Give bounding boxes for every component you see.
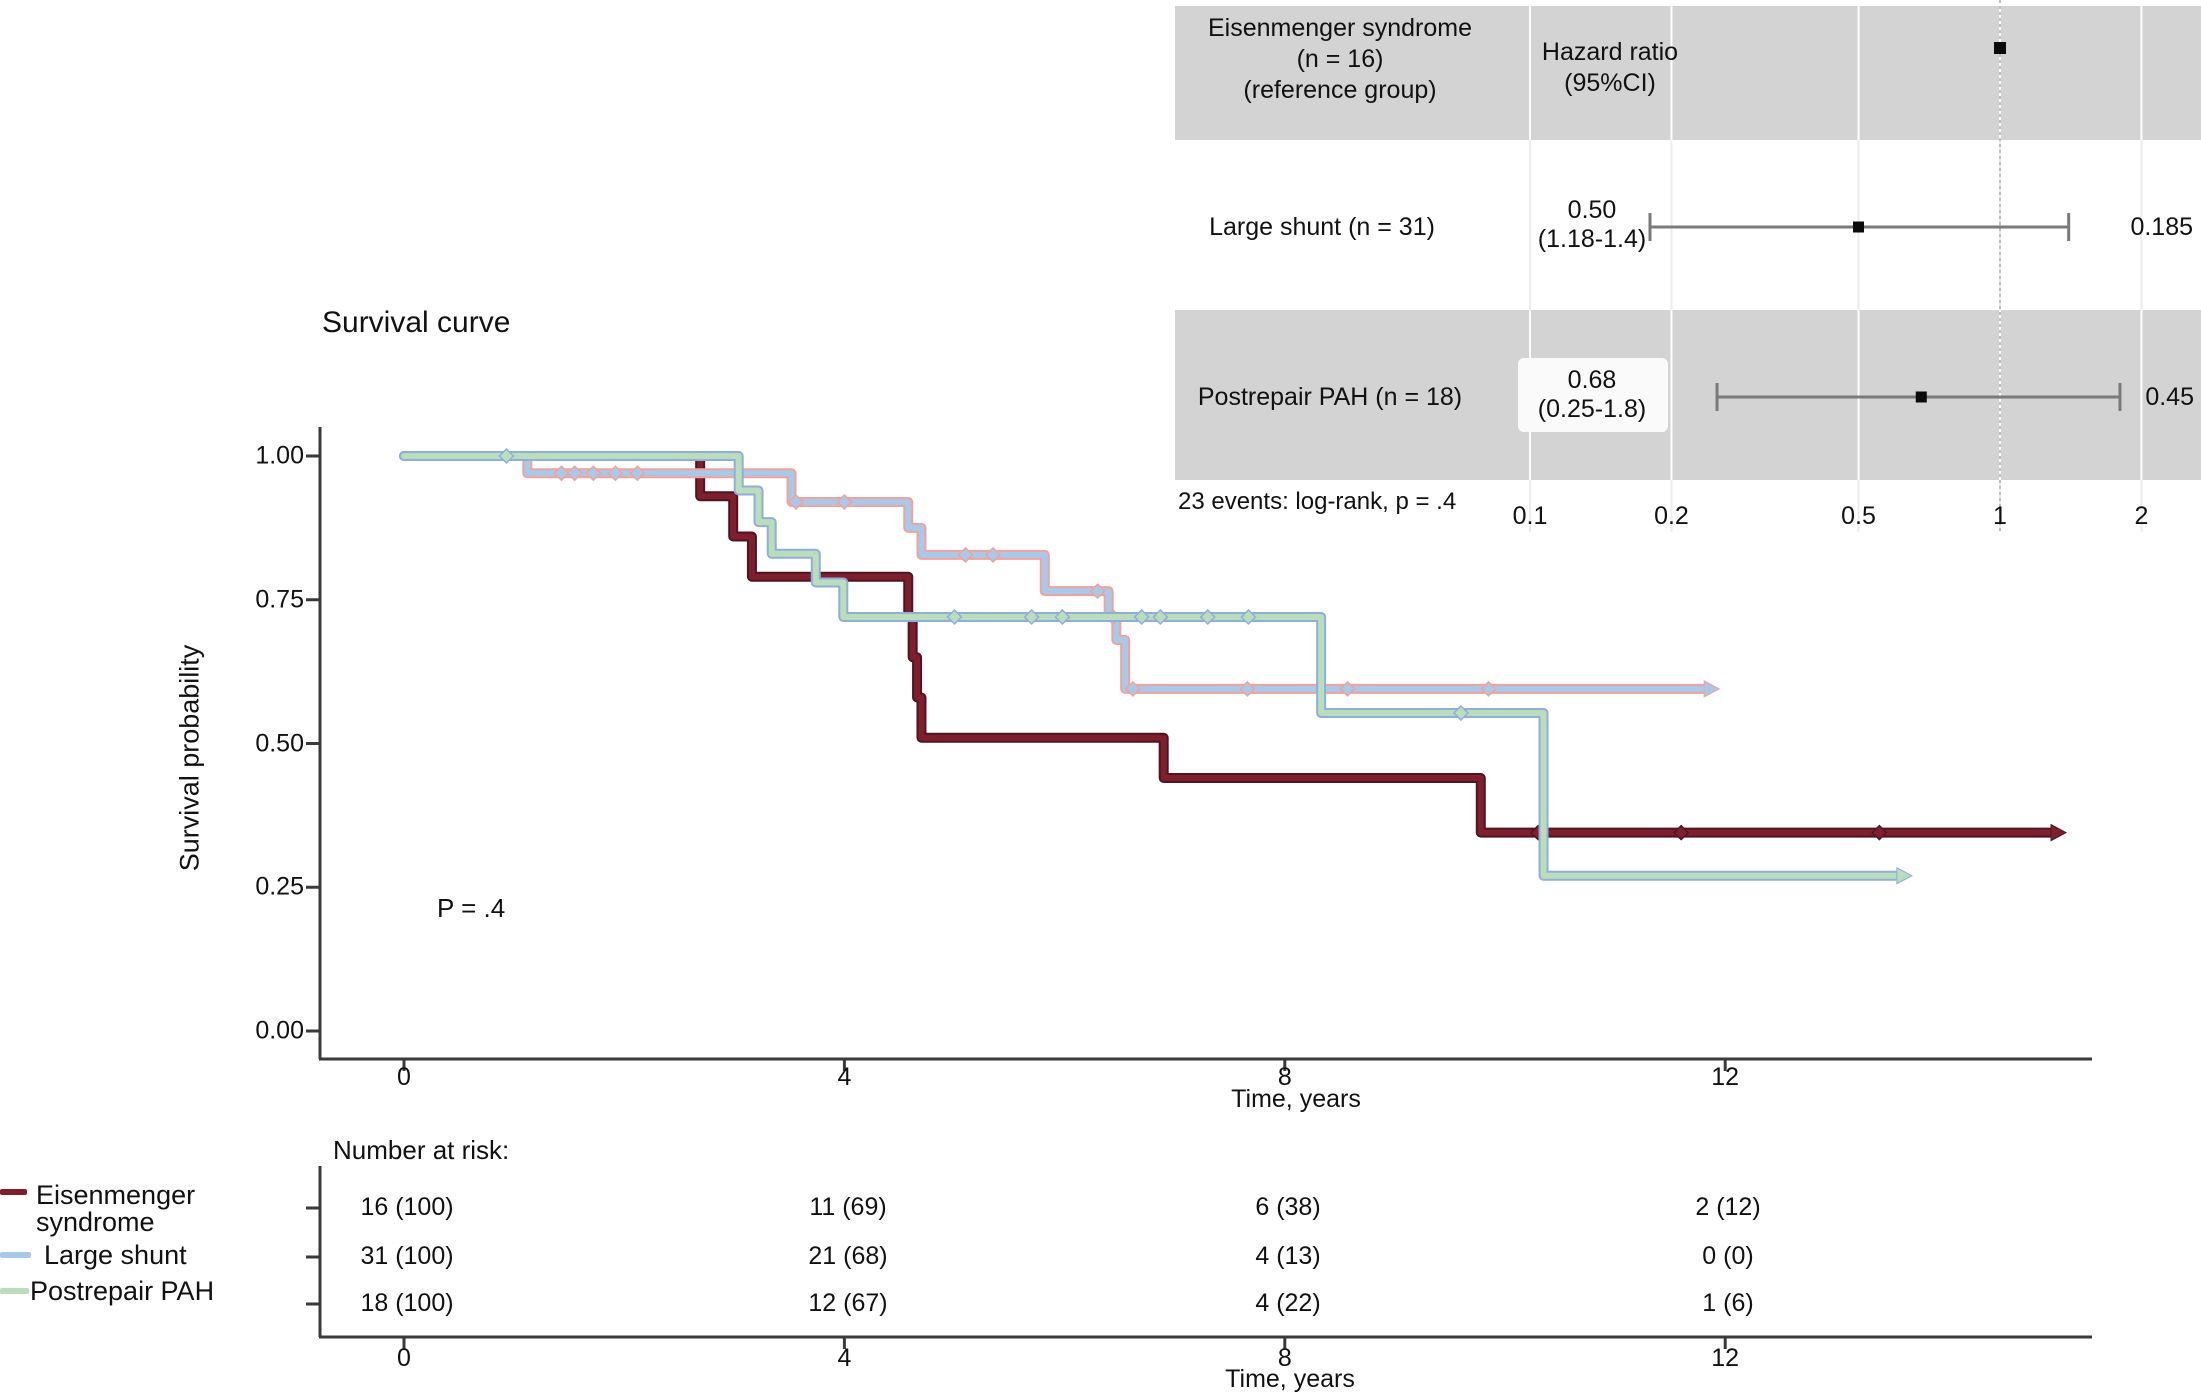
- km-censor-mark: [1452, 704, 1470, 722]
- risk-cell: 18 (100): [360, 1289, 454, 1317]
- forest-row-hr-value: 0.50: [1567, 196, 1617, 224]
- km-curve-postrepair-pah: [401, 453, 1899, 879]
- forest-point-estimate: [1915, 391, 1927, 403]
- km-censor-mark: [553, 465, 570, 482]
- legend-swatch-eisenmenger: [0, 1189, 27, 1195]
- km-curve-end-arrow: [1896, 866, 1913, 885]
- forest-row-label: Postrepair PAH (n = 18): [1197, 383, 1463, 411]
- km-censor-mark: [836, 493, 853, 511]
- km-censor-mark: [629, 465, 646, 482]
- km-censor-mark: [1480, 680, 1497, 697]
- km-censor-mark: [957, 546, 974, 563]
- forest-x-tick-label: 2: [2134, 502, 2149, 530]
- forest-ref-group-line1: Eisenmenger syndrome: [1207, 14, 1473, 42]
- km-censor-mark: [1673, 824, 1690, 841]
- risk-cell: 4 (13): [1255, 1242, 1321, 1270]
- km-y-tick-label: 0.75: [255, 585, 304, 614]
- risk-cell: 6 (38): [1255, 1193, 1321, 1221]
- page-title: Survival curve: [322, 306, 511, 339]
- risk-cell: 12 (67): [808, 1289, 888, 1317]
- legend-label-postrepair: Postrepair PAH: [30, 1276, 215, 1306]
- forest-x-tick-label: 1: [1993, 502, 2007, 530]
- p-value-annotation: P = .4: [437, 893, 506, 923]
- forest-x-tick-label: 0.1: [1512, 502, 1548, 530]
- forest-row-hr-value: 0.68: [1567, 366, 1617, 394]
- forest-reference-marker: [1994, 42, 2006, 54]
- risk-cell: 21 (68): [808, 1242, 888, 1270]
- x-axis-title: Time, years: [1231, 1085, 1361, 1113]
- risk-cell: 1 (6): [1702, 1289, 1754, 1317]
- forest-events-note: 23 events: log-rank, p = .4: [1178, 488, 1457, 515]
- forest-hr-header-line2: (95%CI): [1564, 69, 1656, 97]
- km-censor-mark: [1152, 608, 1169, 626]
- km-censor-mark: [787, 493, 805, 511]
- km-censor-mark: [498, 447, 515, 465]
- km-censor-mark: [1023, 608, 1040, 626]
- y-axis-title: Survival probability: [174, 644, 205, 872]
- km-curve-end-arrow: [1703, 680, 1721, 698]
- hr-label-background-box: [1518, 358, 1668, 432]
- km-y-tick-label: 0.00: [255, 1016, 304, 1045]
- forest-row-p-value: 0.185: [2130, 213, 2193, 241]
- km-y-tick-label: 1.00: [255, 441, 304, 470]
- legend-label-eisenmenger-line2: syndrome: [36, 1207, 155, 1237]
- km-censor-mark: [585, 465, 602, 482]
- forest-shaded-band: [1175, 310, 2201, 480]
- legend-swatch-postrepair: [0, 1288, 29, 1294]
- forest-row-p-value: 0.45: [2145, 383, 2194, 411]
- legend-label-eisenmenger-line1: Eisenmenger: [36, 1180, 196, 1210]
- km-x-tick-label: 4: [837, 1063, 852, 1091]
- forest-x-tick-label: 0.5: [1841, 502, 1876, 530]
- km-censor-mark: [566, 465, 583, 482]
- legend-label-large-shunt: Large shunt: [44, 1240, 187, 1270]
- forest-ref-group-line2: (n = 16): [1296, 45, 1384, 73]
- km-curve-eisenmenger-syndrome: [401, 453, 2053, 836]
- risk-x-tick-label: 8: [1277, 1344, 1292, 1372]
- km-censor-mark: [1871, 824, 1888, 841]
- km-censor-mark: [1339, 680, 1356, 697]
- km-censor-mark: [946, 608, 963, 626]
- risk-cell: 0 (0): [1702, 1242, 1754, 1270]
- km-censor-mark: [1124, 680, 1141, 697]
- risk-x-tick-label: 0: [397, 1344, 411, 1372]
- risk-cell: 4 (22): [1255, 1289, 1321, 1317]
- km-curve-underlay-large-shunt: [399, 451, 1709, 694]
- km-x-tick-label: 8: [1277, 1063, 1292, 1091]
- forest-ref-group-line3: (reference group): [1243, 76, 1437, 104]
- km-x-tick-label: 0: [397, 1063, 411, 1091]
- risk-cell: 11 (69): [809, 1193, 887, 1221]
- risk-x-tick-label: 4: [837, 1344, 852, 1372]
- forest-hr-header-line1: Hazard ratio: [1541, 38, 1679, 66]
- legend-swatch-large-shunt: [0, 1252, 31, 1258]
- km-y-tick-label: 0.25: [255, 872, 304, 901]
- km-censor-mark: [1054, 608, 1071, 626]
- risk-cell: 16 (100): [360, 1193, 454, 1221]
- km-censor-mark: [1133, 608, 1150, 626]
- risk-table-title: Number at risk:: [333, 1135, 510, 1165]
- forest-shaded-band: [1175, 6, 2201, 140]
- km-censor-mark: [1240, 608, 1257, 626]
- risk-x-tick-label: 12: [1711, 1344, 1740, 1372]
- forest-x-tick-label: 0.2: [1654, 502, 1689, 530]
- km-censor-mark: [984, 546, 1002, 563]
- forest-point-estimate: [1853, 221, 1865, 233]
- km-censor-mark: [1199, 608, 1216, 626]
- km-censor-mark: [1239, 680, 1256, 697]
- km-x-tick-label: 12: [1711, 1063, 1740, 1091]
- km-y-tick-label: 0.50: [255, 729, 304, 757]
- forest-row-ci-value: (1.18-1.4): [1537, 225, 1647, 253]
- risk-cell: 31 (100): [360, 1242, 454, 1270]
- risk-cell: 2 (12): [1695, 1193, 1761, 1221]
- km-censor-mark: [607, 465, 624, 482]
- risk-x-axis-title: Time, years: [1225, 1365, 1355, 1393]
- km-curve-end-arrow: [2050, 823, 2068, 842]
- km-curve-large-shunt: [401, 453, 1707, 692]
- forest-row-label: Large shunt (n = 31): [1209, 213, 1435, 241]
- forest-row-ci-value: (0.25-1.8): [1537, 395, 1647, 423]
- km-censor-mark: [1089, 583, 1106, 600]
